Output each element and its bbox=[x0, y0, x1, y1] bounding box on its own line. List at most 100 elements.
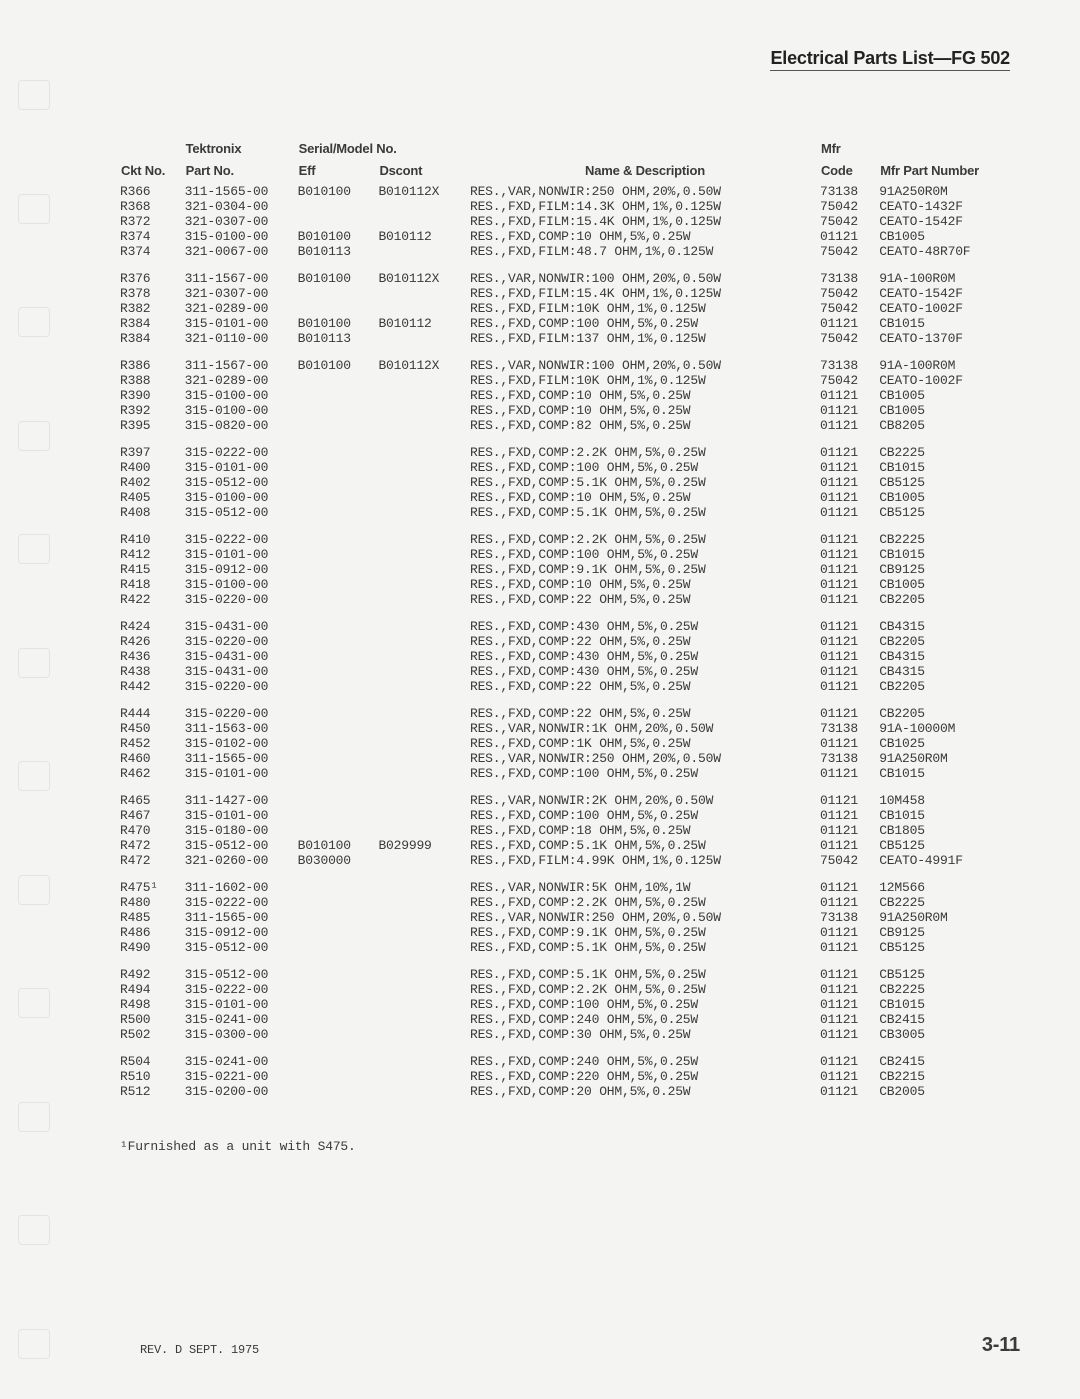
cell-desc: RES.,FXD,COMP:82 OHM,5%,0.25W bbox=[470, 418, 820, 433]
cell-desc: RES.,FXD,COMP:18 OHM,5%,0.25W bbox=[470, 823, 820, 838]
cell-mfrpn: CB2205 bbox=[879, 634, 1030, 649]
cell-mfrpn: 91A250R0M bbox=[879, 751, 1030, 766]
table-row: R510315-0221-00RES.,FXD,COMP:220 OHM,5%,… bbox=[120, 1069, 1030, 1084]
cell-desc: RES.,FXD,COMP:220 OHM,5%,0.25W bbox=[470, 1069, 820, 1084]
cell-code: 01121 bbox=[820, 706, 879, 721]
cell-part: 315-0912-00 bbox=[185, 562, 298, 577]
cell-desc: RES.,FXD,COMP:2.2K OHM,5%,0.25W bbox=[470, 982, 820, 997]
cell-ckt: R395 bbox=[120, 418, 185, 433]
cell-ckt: R382 bbox=[120, 301, 185, 316]
cell-ckt: R512 bbox=[120, 1084, 185, 1099]
cell-mfrpn: CEATO-48R70F bbox=[879, 244, 1030, 259]
cell-mfrpn: CB5125 bbox=[879, 940, 1030, 955]
cell-eff bbox=[298, 460, 379, 475]
cell-eff bbox=[298, 490, 379, 505]
cell-desc: RES.,FXD,COMP:240 OHM,5%,0.25W bbox=[470, 1012, 820, 1027]
cell-code: 73138 bbox=[820, 910, 879, 925]
cell-dscont bbox=[378, 664, 470, 679]
cell-dscont bbox=[378, 460, 470, 475]
cell-code: 01121 bbox=[820, 997, 879, 1012]
cell-dscont bbox=[378, 895, 470, 910]
cell-mfrpn: CB1015 bbox=[879, 997, 1030, 1012]
cell-eff bbox=[298, 388, 379, 403]
cell-ckt: R374 bbox=[120, 244, 185, 259]
table-row: R397315-0222-00RES.,FXD,COMP:2.2K OHM,5%… bbox=[120, 445, 1030, 460]
cell-desc: RES.,FXD,COMP:100 OHM,5%,0.25W bbox=[470, 316, 820, 331]
cell-mfrpn: CB2415 bbox=[879, 1054, 1030, 1069]
cell-part: 315-0820-00 bbox=[185, 418, 298, 433]
table-row: R452315-0102-00RES.,FXD,COMP:1K OHM,5%,0… bbox=[120, 736, 1030, 751]
cell-dscont bbox=[378, 766, 470, 781]
cell-mfrpn: 91A250R0M bbox=[879, 184, 1030, 199]
table-row: R388321-0289-00RES.,FXD,FILM:10K OHM,1%,… bbox=[120, 373, 1030, 388]
cell-eff bbox=[298, 982, 379, 997]
table-row: R415315-0912-00RES.,FXD,COMP:9.1K OHM,5%… bbox=[120, 562, 1030, 577]
cell-ckt: R410 bbox=[120, 532, 185, 547]
cell-code: 01121 bbox=[820, 475, 879, 490]
cell-part: 315-0912-00 bbox=[185, 925, 298, 940]
cell-part: 315-0220-00 bbox=[185, 706, 298, 721]
hdr-mfr: Mfr bbox=[820, 140, 879, 162]
cell-dscont bbox=[378, 592, 470, 607]
cell-code: 01121 bbox=[820, 1027, 879, 1042]
cell-eff: B010100 bbox=[298, 271, 379, 286]
cell-mfrpn: CB1005 bbox=[879, 577, 1030, 592]
cell-ckt: R368 bbox=[120, 199, 185, 214]
cell-part: 315-0241-00 bbox=[185, 1012, 298, 1027]
cell-ckt: R400 bbox=[120, 460, 185, 475]
cell-desc: RES.,FXD,COMP:430 OHM,5%,0.25W bbox=[470, 619, 820, 634]
cell-ckt: R465 bbox=[120, 793, 185, 808]
cell-desc: RES.,FXD,COMP:100 OHM,5%,0.25W bbox=[470, 808, 820, 823]
cell-dscont bbox=[378, 475, 470, 490]
cell-eff bbox=[298, 664, 379, 679]
cell-desc: RES.,FXD,COMP:2.2K OHM,5%,0.25W bbox=[470, 895, 820, 910]
cell-code: 01121 bbox=[820, 1012, 879, 1027]
cell-ckt: R366 bbox=[120, 184, 185, 199]
cell-mfrpn: CB1005 bbox=[879, 403, 1030, 418]
cell-ckt: R412 bbox=[120, 547, 185, 562]
parts-table: Tektronix Serial/Model No. Mfr Ckt No. P… bbox=[120, 140, 1030, 1099]
cell-desc: RES.,FXD,COMP:1K OHM,5%,0.25W bbox=[470, 736, 820, 751]
table-row: R460311-1565-00RES.,VAR,NONWIR:250 OHM,2… bbox=[120, 751, 1030, 766]
cell-ckt: R504 bbox=[120, 1054, 185, 1069]
table-row: R475¹311-1602-00RES.,VAR,NONWIR:5K OHM,1… bbox=[120, 880, 1030, 895]
cell-desc: RES.,FXD,COMP:5.1K OHM,5%,0.25W bbox=[470, 967, 820, 982]
cell-desc: RES.,FXD,COMP:10 OHM,5%,0.25W bbox=[470, 403, 820, 418]
cell-dscont bbox=[378, 532, 470, 547]
cell-desc: RES.,FXD,FILM:137 OHM,1%,0.125W bbox=[470, 331, 820, 346]
cell-mfrpn: CEATO-1002F bbox=[879, 301, 1030, 316]
cell-eff bbox=[298, 925, 379, 940]
cell-dscont bbox=[378, 967, 470, 982]
cell-part: 315-0200-00 bbox=[185, 1084, 298, 1099]
cell-part: 315-0431-00 bbox=[185, 649, 298, 664]
hdr-serial: Serial/Model No. bbox=[298, 140, 470, 162]
cell-desc: RES.,FXD,COMP:10 OHM,5%,0.25W bbox=[470, 490, 820, 505]
cell-eff: B010100 bbox=[298, 316, 379, 331]
cell-mfrpn: 12M566 bbox=[879, 880, 1030, 895]
hdr-dscont: Dscont bbox=[378, 162, 470, 184]
cell-desc: RES.,VAR,NONWIR:100 OHM,20%,0.50W bbox=[470, 358, 820, 373]
cell-mfrpn: CB1005 bbox=[879, 229, 1030, 244]
cell-ckt: R462 bbox=[120, 766, 185, 781]
table-row: R498315-0101-00RES.,FXD,COMP:100 OHM,5%,… bbox=[120, 997, 1030, 1012]
cell-code: 01121 bbox=[820, 592, 879, 607]
cell-eff bbox=[298, 475, 379, 490]
cell-code: 01121 bbox=[820, 793, 879, 808]
cell-dscont bbox=[378, 1027, 470, 1042]
cell-dscont bbox=[378, 619, 470, 634]
cell-ckt: R450 bbox=[120, 721, 185, 736]
cell-dscont bbox=[378, 880, 470, 895]
cell-mfrpn: CB2005 bbox=[879, 1084, 1030, 1099]
cell-mfrpn: 91A-100R0M bbox=[879, 358, 1030, 373]
table-row: R504315-0241-00RES.,FXD,COMP:240 OHM,5%,… bbox=[120, 1054, 1030, 1069]
cell-desc: RES.,FXD,FILM:10K OHM,1%,0.125W bbox=[470, 373, 820, 388]
cell-code: 01121 bbox=[820, 547, 879, 562]
cell-part: 311-1565-00 bbox=[185, 751, 298, 766]
cell-dscont bbox=[378, 823, 470, 838]
cell-mfrpn: CB9125 bbox=[879, 925, 1030, 940]
cell-ckt: R397 bbox=[120, 445, 185, 460]
cell-dscont: B010112X bbox=[378, 271, 470, 286]
cell-desc: RES.,FXD,COMP:100 OHM,5%,0.25W bbox=[470, 547, 820, 562]
cell-part: 315-0512-00 bbox=[185, 505, 298, 520]
cell-part: 315-0220-00 bbox=[185, 592, 298, 607]
